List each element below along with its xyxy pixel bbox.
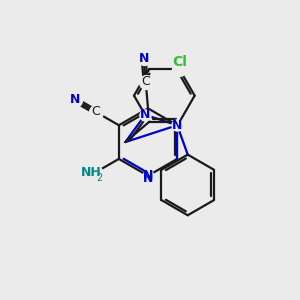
Text: C: C [141, 75, 150, 88]
Text: N: N [140, 108, 150, 121]
Text: C: C [91, 105, 100, 118]
Text: N: N [143, 169, 153, 182]
Text: 2: 2 [96, 173, 103, 183]
Text: N: N [138, 52, 149, 64]
Text: N: N [172, 119, 182, 132]
Text: N: N [143, 172, 153, 185]
Text: N: N [70, 94, 80, 106]
Text: Cl: Cl [172, 56, 187, 69]
Text: NH: NH [81, 166, 102, 178]
